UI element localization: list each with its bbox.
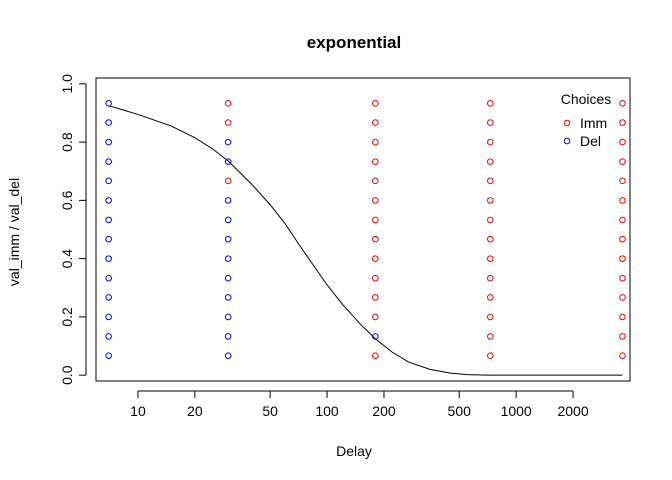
point-del [224,255,232,262]
point-del [105,119,112,126]
plot-frame [95,77,631,382]
point-imm [619,119,626,126]
y-tick-label: 1.0 [59,74,75,94]
point-imm [619,235,626,243]
point-imm [619,352,626,359]
legend-title: Choices [561,91,612,107]
point-imm [372,235,379,243]
point-del [372,333,379,340]
point-del [105,333,112,340]
point-del [105,255,112,262]
point-imm [619,197,626,204]
legend-label-imm: Imm [580,115,607,131]
point-del [105,100,112,107]
point-imm [372,294,379,301]
point-del [224,294,232,301]
point-imm [619,255,626,262]
point-imm [372,138,379,146]
point-del [105,274,112,282]
point-imm [487,333,494,340]
y-tick-label: 0.2 [59,307,75,327]
point-del [224,158,232,165]
point-imm [487,158,494,165]
point-imm [619,216,626,224]
chart-title: exponential [307,33,401,52]
legend: Choices Imm Del [561,91,612,149]
point-del [105,138,112,146]
point-del [105,197,112,204]
point-del [105,294,112,301]
point-imm [487,235,494,243]
point-imm [372,352,379,359]
x-tick-label: 500 [448,403,472,419]
point-imm [224,100,232,107]
point-del [224,333,232,340]
legend-marker-imm [563,119,571,127]
point-imm [619,138,626,146]
point-del [224,352,232,359]
point-imm [487,119,494,126]
point-imm [487,216,494,224]
point-imm [372,255,379,262]
x-axis: 10 20 50 100 200 500 1000 2000 [130,390,589,419]
point-imm [619,274,626,282]
point-imm [372,177,379,185]
x-axis-label: Delay [336,443,372,459]
point-imm [487,197,494,204]
point-del [105,158,112,165]
legend-marker-del [563,137,571,145]
point-del [224,274,232,282]
legend-label-del: Del [580,133,601,149]
point-imm [487,294,494,301]
point-imm [372,274,379,282]
point-imm [619,333,626,340]
point-imm [487,100,494,107]
x-tick-label: 20 [187,403,203,419]
point-imm [487,177,494,185]
point-del [224,216,232,224]
point-imm [372,158,379,165]
point-imm [372,216,379,224]
x-tick-label: 10 [130,403,146,419]
y-tick-label: 0.4 [59,249,75,269]
point-imm [619,100,626,107]
y-tick-label: 0.0 [59,365,75,385]
point-imm [619,294,626,301]
point-del [105,216,112,224]
point-imm [487,138,494,146]
y-tick-label: 0.8 [59,132,75,152]
point-imm [487,255,494,262]
point-imm [224,119,232,126]
point-del [105,177,112,185]
point-imm [619,177,626,185]
x-tick-label: 100 [315,403,339,419]
point-imm [372,313,379,321]
point-del [224,138,232,146]
point-imm [224,177,232,185]
x-tick-label: 2000 [557,403,588,419]
point-del [105,235,112,243]
x-tick-label: 1000 [501,403,532,419]
data-points [105,100,626,359]
point-del [105,352,112,359]
point-del [224,197,232,204]
y-axis-label: val_imm / val_del [6,178,22,286]
point-imm [619,158,626,165]
point-del [224,235,232,243]
model-curve [108,105,623,376]
point-imm [372,197,379,204]
y-axis: 0.0 0.2 0.4 0.6 0.8 1.0 [59,74,87,385]
point-imm [372,119,379,126]
point-del [105,313,112,321]
x-tick-label: 50 [262,403,278,419]
point-imm [372,100,379,107]
point-imm [487,274,494,282]
x-tick-label: 200 [372,403,396,419]
y-tick-label: 0.6 [59,190,75,210]
point-imm [487,313,494,321]
point-imm [619,313,626,321]
point-del [224,313,232,321]
point-imm [487,352,494,359]
